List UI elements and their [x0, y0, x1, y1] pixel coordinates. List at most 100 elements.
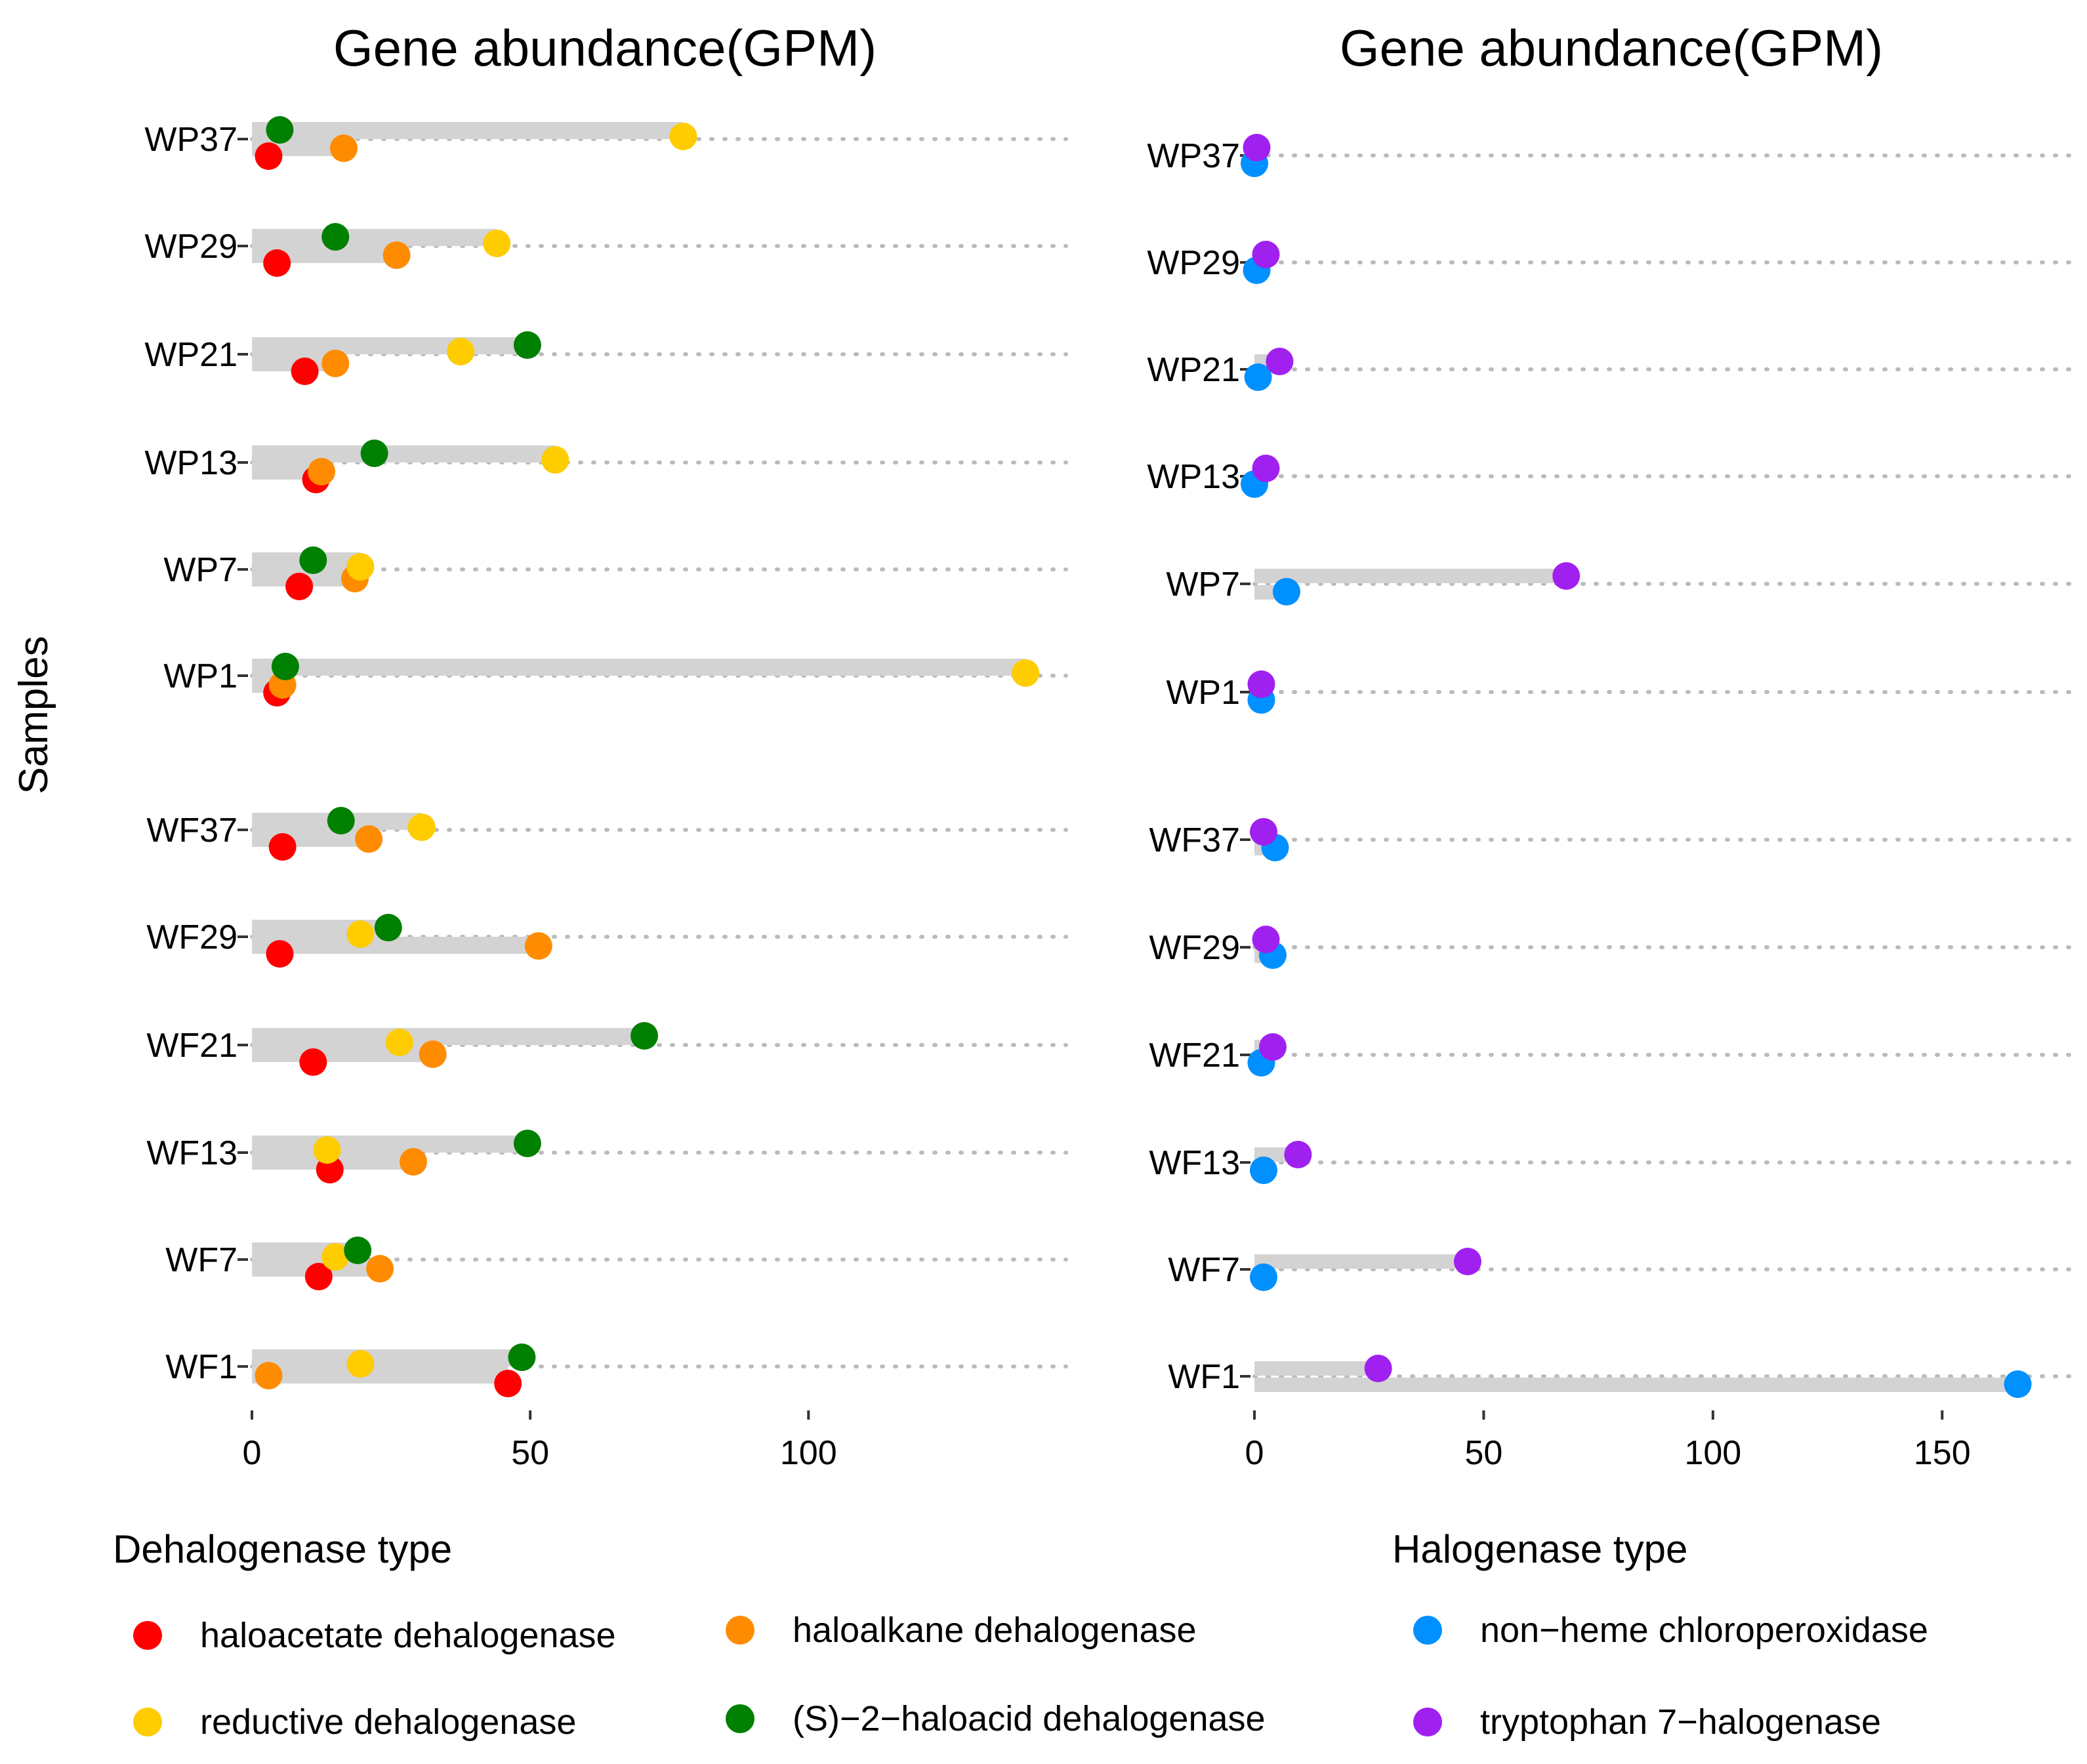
segment-upper-wf7 [1254, 1254, 1468, 1269]
dot-haloacetate-dehalogenase-wp21 [291, 358, 319, 385]
segment-upper-wf21 [252, 1028, 645, 1045]
dot-s-2-haloacid-dehalogenase-wf21 [630, 1022, 659, 1050]
dot-haloacetate-dehalogenase-wf37 [268, 833, 297, 861]
segment-upper-wp7 [1254, 569, 1567, 583]
dot-haloalkane-dehalogenase-wp21 [321, 350, 350, 377]
legend-title: Halogenase type [1392, 1527, 1687, 1571]
dot-non-heme-chloroperoxidase-wp7 [1272, 578, 1300, 605]
dot-non-heme-chloroperoxidase-wf1 [2004, 1370, 2032, 1398]
dot-tryptophan-7-halogenase-wf37 [1249, 818, 1277, 846]
dot-s-2-haloacid-dehalogenase-wp13 [360, 440, 388, 467]
dot-reductive-dehalogenase-wp21 [447, 338, 475, 365]
dot-reductive-dehalogenase-wp37 [669, 123, 697, 150]
y-tick-label-wf13: WF13 [1149, 1144, 1240, 1182]
legend-marker-haloalkane-dehalogenase [726, 1616, 754, 1645]
dot-tryptophan-7-halogenase-wp37 [1243, 134, 1271, 161]
legend-marker-tryptophan-7-halogenase [1413, 1708, 1442, 1736]
dot-reductive-dehalogenase-wf13 [313, 1136, 341, 1164]
dot-haloacetate-dehalogenase-wp7 [285, 573, 314, 600]
y-tick-label-wp29: WP29 [1147, 244, 1240, 282]
dot-reductive-dehalogenase-wp29 [483, 230, 511, 257]
y-tick-label-wf29: WF29 [1149, 929, 1240, 967]
dot-reductive-dehalogenase-wp1 [1012, 659, 1040, 687]
dot-reductive-dehalogenase-wp13 [541, 446, 569, 474]
y-tick-label-wf29: WF29 [146, 918, 238, 956]
dot-haloalkane-dehalogenase-wf7 [366, 1255, 394, 1282]
y-tick-label-wp13: WP13 [144, 444, 238, 482]
y-tick-label-wp37: WP37 [144, 121, 238, 159]
legend-marker-non-heme-chloroperoxidase [1413, 1616, 1442, 1645]
dot-s-2-haloacid-dehalogenase-wp29 [321, 223, 350, 251]
dot-haloalkane-dehalogenase-wp37 [329, 134, 358, 162]
dot-tryptophan-7-halogenase-wf21 [1258, 1033, 1287, 1061]
legend-label-haloacetate-dehalogenase: haloacetate dehalogenase [200, 1616, 616, 1655]
dot-non-heme-chloroperoxidase-wf7 [1249, 1263, 1277, 1291]
x-tick-label-100: 100 [780, 1434, 837, 1472]
legend-label-tryptophan-7-halogenase: tryptophan 7−halogenase [1480, 1702, 1881, 1742]
y-tick-label-wp1: WP1 [163, 657, 238, 695]
segment-upper-wp13 [252, 445, 556, 462]
chart-title: Gene abundance(GPM) [333, 19, 877, 77]
dot-haloalkane-dehalogenase-wf37 [355, 825, 383, 853]
dot-tryptophan-7-halogenase-wf29 [1252, 926, 1280, 953]
dot-s-2-haloacid-dehalogenase-wf13 [513, 1130, 541, 1157]
panel-halogenase: Gene abundance(GPM) WP37 WP29 WP21 WP13 WP7 WP… [1147, 19, 2082, 1472]
x-tick-label-0: 0 [1245, 1434, 1264, 1472]
segment-upper-wp1 [252, 659, 1026, 676]
y-tick-label-wp1: WP1 [1166, 674, 1240, 712]
dot-tryptophan-7-halogenase-wp1 [1247, 670, 1275, 698]
y-tick-label-wf13: WF13 [146, 1134, 238, 1172]
segment-upper-wp37 [252, 122, 684, 139]
legend-label-haloalkane-dehalogenase: haloalkane dehalogenase [793, 1610, 1197, 1650]
y-tick-label-wf1: WF1 [1168, 1358, 1240, 1396]
dot-s-2-haloacid-dehalogenase-wf1 [508, 1344, 536, 1371]
dot-reductive-dehalogenase-wf7 [321, 1243, 350, 1271]
dot-reductive-dehalogenase-wp7 [346, 553, 375, 581]
x-tick-label-50: 50 [1464, 1434, 1502, 1472]
legend-marker-s-2-haloacid-dehalogenase [726, 1704, 754, 1733]
chart-title: Gene abundance(GPM) [1340, 19, 1883, 77]
segment-upper-wp21 [252, 337, 527, 354]
dot-s-2-haloacid-dehalogenase-wp1 [271, 653, 299, 680]
y-tick-label-wf21: WF21 [1149, 1036, 1240, 1075]
dot-haloacetate-dehalogenase-wf21 [299, 1048, 327, 1076]
dot-tryptophan-7-halogenase-wf13 [1284, 1141, 1312, 1168]
segment-upper-wp29 [252, 229, 497, 246]
legend-halogenase: Halogenase type non−heme chloroperoxidase… [1392, 1527, 1928, 1742]
panel-dehalogenase: Gene abundance(GPM) WP37 WP29 WP21 WP13 WP7 WP… [144, 19, 1068, 1472]
dot-tryptophan-7-halogenase-wp13 [1252, 455, 1280, 482]
dot-s-2-haloacid-dehalogenase-wf37 [327, 807, 355, 834]
x-tick-label-100: 100 [1684, 1434, 1741, 1472]
segment-lower-wf1 [1254, 1378, 2018, 1392]
dot-haloalkane-dehalogenase-wf1 [255, 1362, 283, 1389]
dot-s-2-haloacid-dehalogenase-wp21 [513, 331, 541, 359]
y-tick-label-wp7: WP7 [1166, 565, 1240, 604]
dot-haloalkane-dehalogenase-wp29 [382, 241, 411, 269]
legend-label-s-2-haloacid-dehalogenase: (S)−2−haloacid dehalogenase [793, 1699, 1266, 1738]
segment-upper-wf1 [1254, 1361, 1378, 1376]
segment-lower-wf29 [252, 937, 539, 954]
dot-haloacetate-dehalogenase-wf7 [304, 1263, 333, 1290]
dot-haloacetate-dehalogenase-wp37 [255, 142, 283, 170]
y-tick-label-wp21: WP21 [144, 336, 238, 374]
dot-tryptophan-7-halogenase-wf1 [1364, 1355, 1392, 1382]
y-tick-label-wf37: WF37 [146, 811, 238, 850]
y-tick-label-wf1: WF1 [165, 1348, 238, 1386]
x-tick-label-0: 0 [243, 1434, 262, 1472]
legend-title: Dehalogenase type [113, 1527, 452, 1571]
dot-haloalkane-dehalogenase-wf21 [419, 1040, 447, 1068]
dot-haloacetate-dehalogenase-wf1 [494, 1370, 522, 1397]
dot-non-heme-chloroperoxidase-wp21 [1244, 363, 1272, 391]
dot-s-2-haloacid-dehalogenase-wf7 [344, 1237, 372, 1264]
y-tick-label-wf37: WF37 [1149, 821, 1240, 859]
dot-reductive-dehalogenase-wf21 [385, 1029, 413, 1056]
dot-haloacetate-dehalogenase-wf29 [266, 940, 294, 968]
y-tick-label-wp13: WP13 [1147, 458, 1240, 496]
y-tick-label-wf7: WF7 [1168, 1251, 1240, 1289]
dot-tryptophan-7-halogenase-wp21 [1266, 348, 1294, 375]
dot-haloalkane-dehalogenase-wp13 [308, 458, 336, 485]
dot-tryptophan-7-halogenase-wf7 [1453, 1248, 1481, 1275]
legend-label-reductive-dehalogenase: reductive dehalogenase [200, 1702, 576, 1742]
